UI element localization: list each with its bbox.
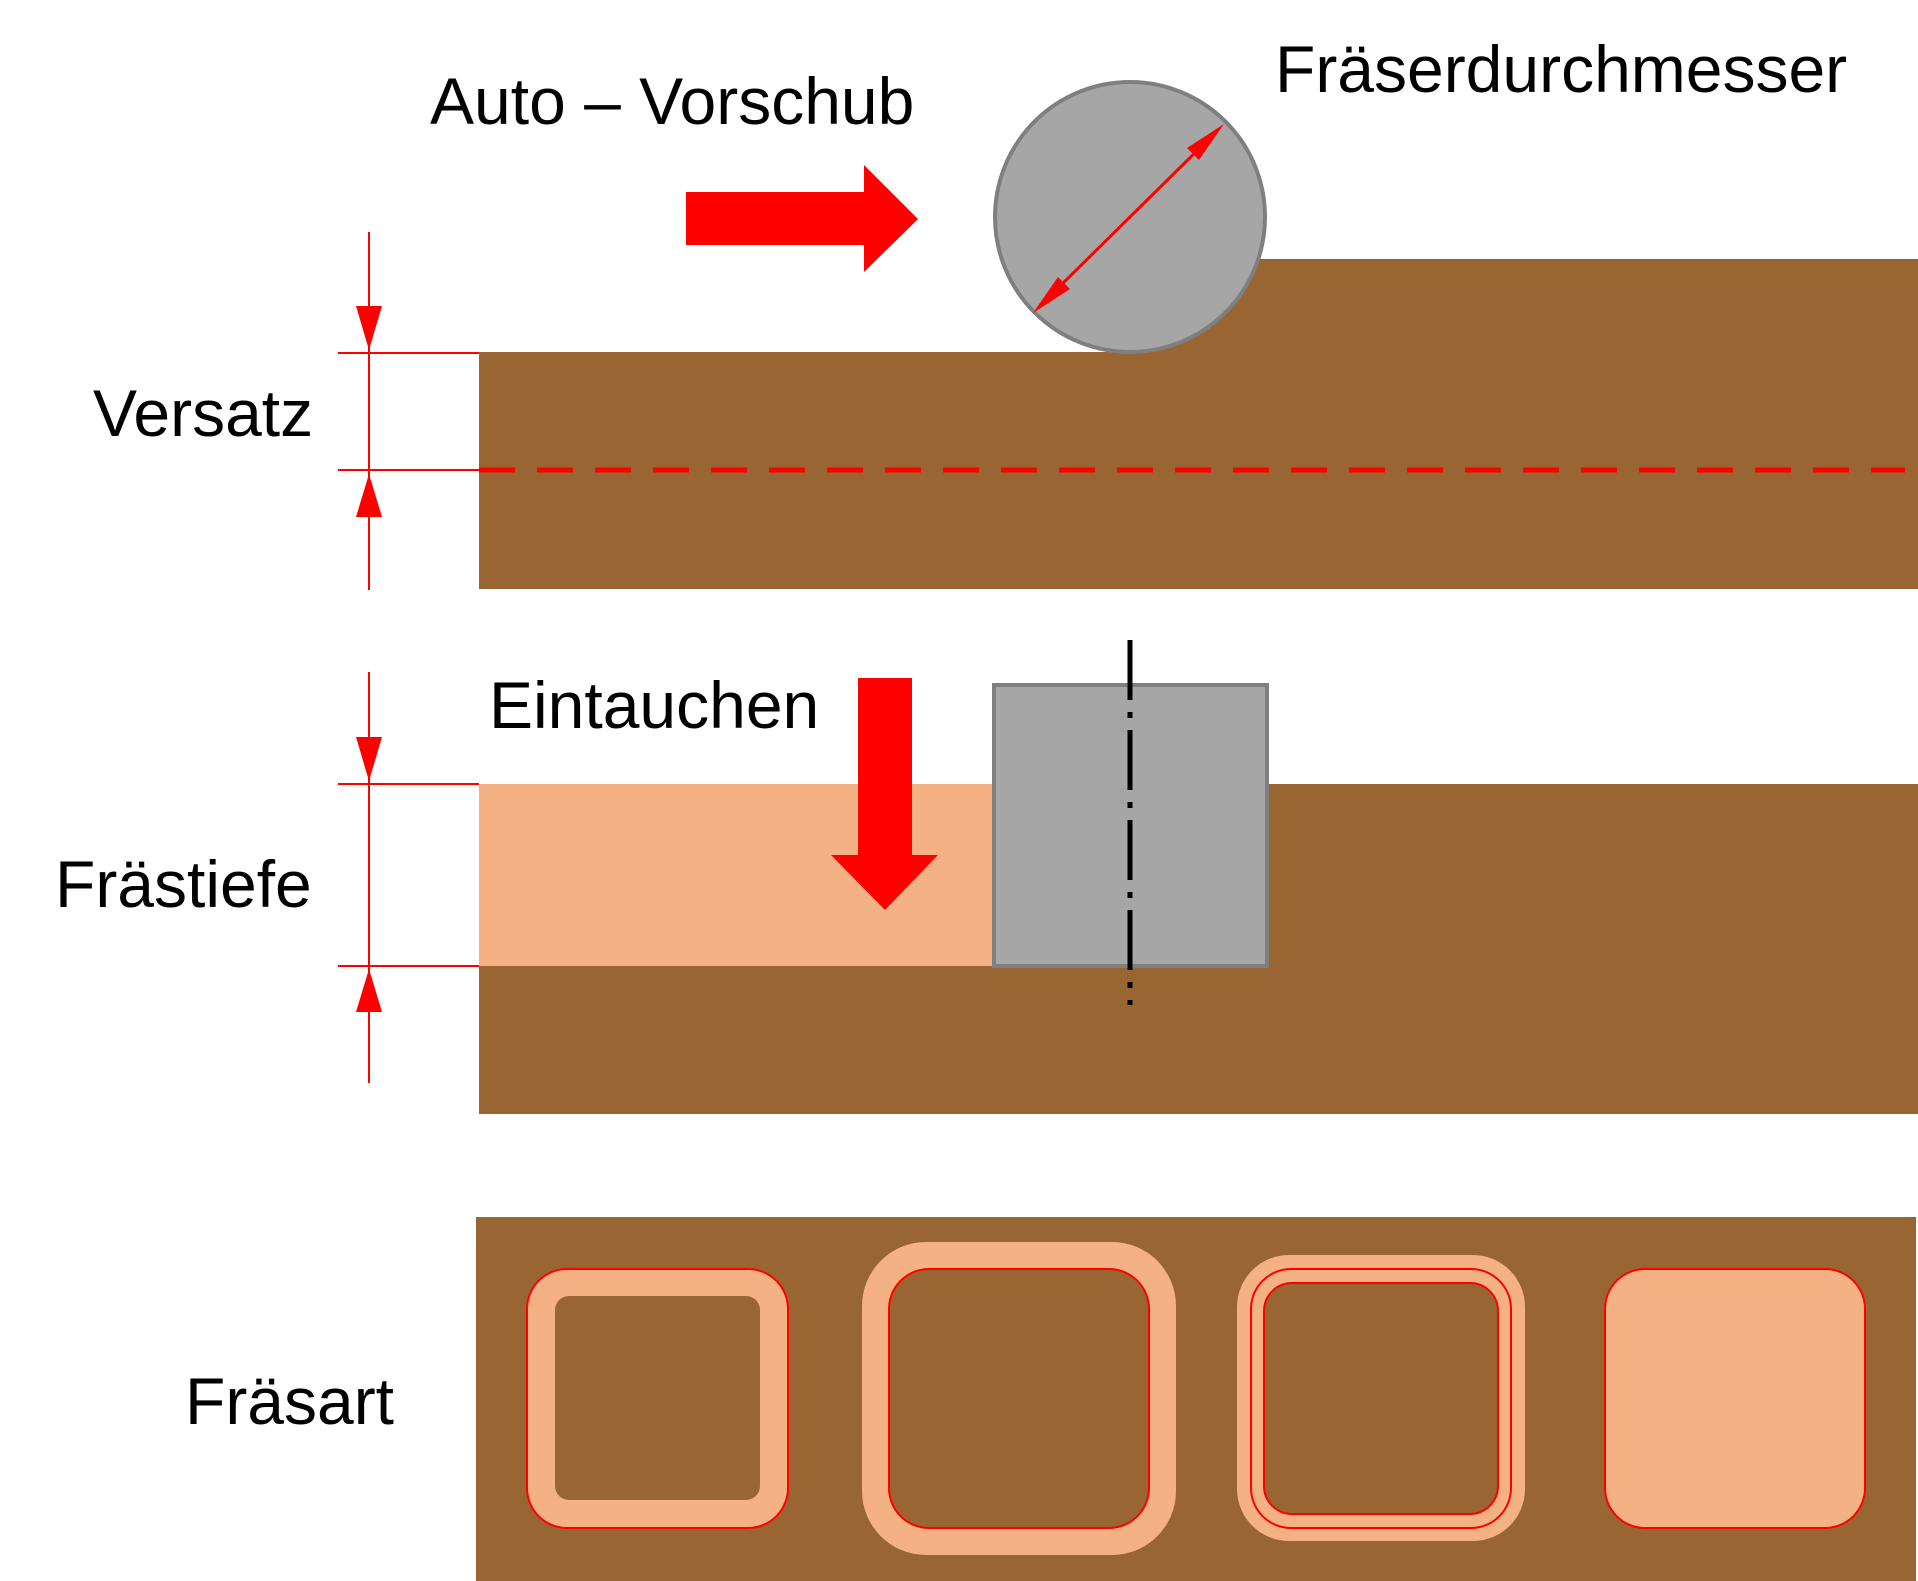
fraeserdurchmesser-label: Fräserdurchmesser bbox=[1275, 32, 1847, 106]
versatz-dimension bbox=[338, 232, 479, 590]
fraesart-variant-full bbox=[1604, 1268, 1866, 1529]
versatz-label: Versatz bbox=[93, 376, 313, 450]
fraesart-variant-inside bbox=[526, 1268, 789, 1529]
workpiece-block-step bbox=[1130, 259, 1918, 359]
auto-vorschub-label: Auto – Vorschub bbox=[430, 64, 914, 138]
fraesart-variant-outside bbox=[862, 1242, 1176, 1555]
eintauchen-label: Eintauchen bbox=[489, 668, 819, 742]
fraesart-variant-on-line bbox=[1237, 1255, 1525, 1541]
fraestiefe-dimension bbox=[338, 672, 479, 1083]
plunge-arrow-down bbox=[831, 678, 938, 910]
diameter-arrow bbox=[1033, 124, 1224, 313]
feed-arrow-right bbox=[686, 165, 918, 272]
fraesart-section: Fräsart bbox=[185, 1217, 1916, 1581]
fraestiefe-label: Frästiefe bbox=[55, 847, 312, 921]
versatz-section: Auto – Vorschub Fräserdurchmesser Versat… bbox=[93, 32, 1918, 590]
fraestiefe-section: Eintauchen Frästiefe bbox=[55, 640, 1918, 1114]
fraesart-label: Fräsart bbox=[185, 1364, 394, 1438]
